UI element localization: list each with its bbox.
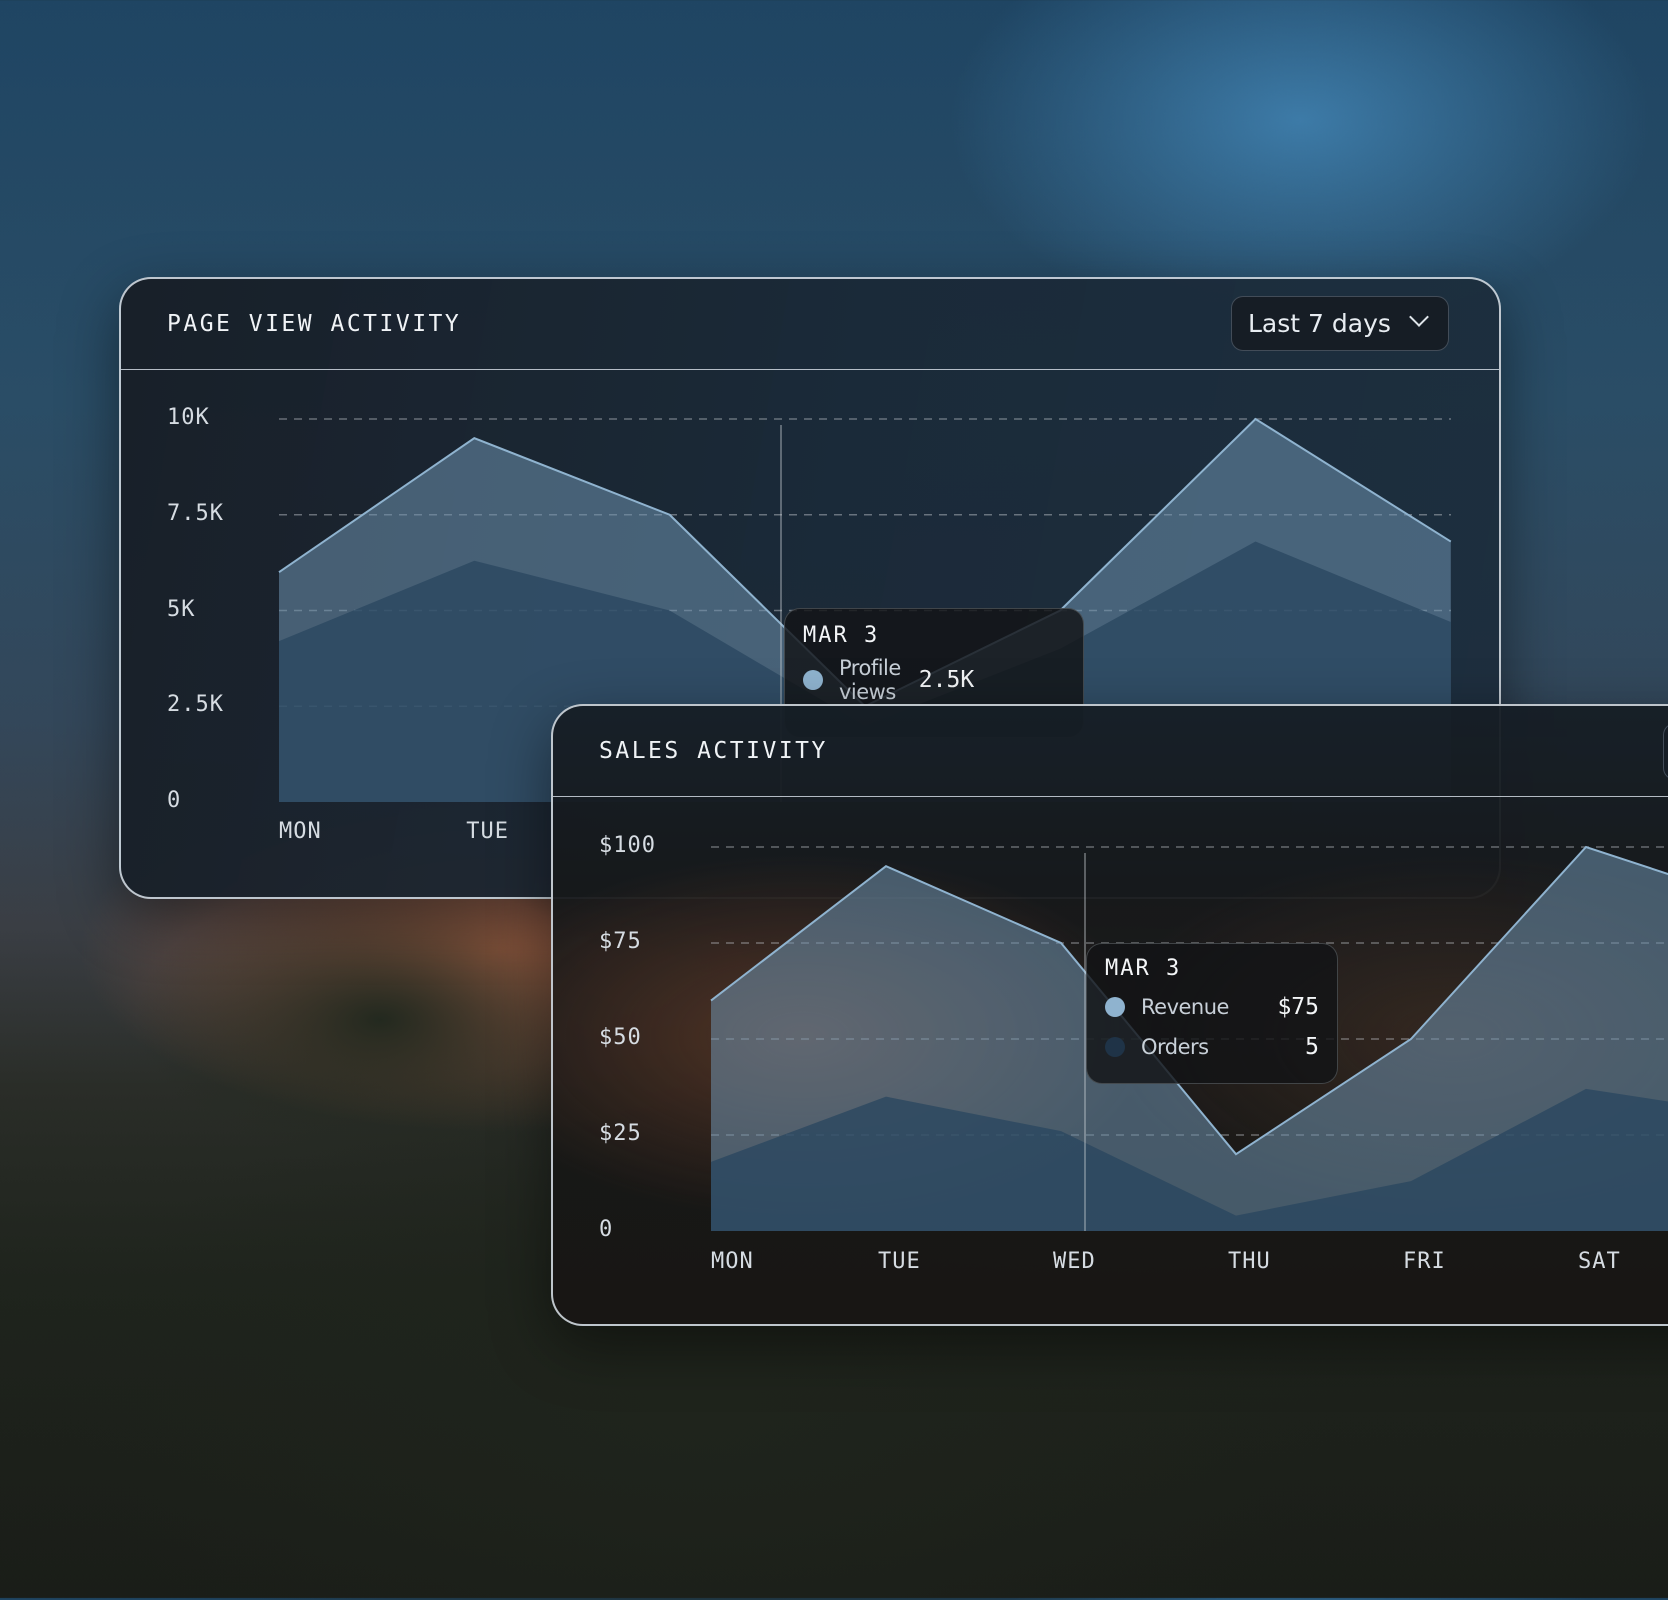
x-tick-label: WED bbox=[1053, 1249, 1096, 1274]
card-title: SALES ACTIVITY bbox=[599, 738, 828, 764]
tooltip-date: MAR 3 bbox=[803, 623, 880, 648]
y-tick-label: $25 bbox=[599, 1121, 642, 1146]
series-dot-icon bbox=[803, 670, 823, 690]
card-title: PAGE VIEW ACTIVITY bbox=[167, 311, 462, 337]
y-tick-label: 0 bbox=[167, 788, 182, 813]
tooltip-date: MAR 3 bbox=[1105, 956, 1182, 981]
x-tick-label: THU bbox=[1228, 1249, 1271, 1274]
y-tick-label: 7.5K bbox=[167, 500, 224, 526]
tooltip-label: Profile views bbox=[839, 656, 901, 704]
y-tick-label: $50 bbox=[599, 1025, 642, 1050]
orders-area bbox=[711, 1088, 1668, 1231]
x-tick-label: SAT bbox=[1578, 1249, 1621, 1274]
chart-tooltip: MAR 3 Revenue $75 Orders 5 bbox=[1086, 943, 1338, 1084]
series-line bbox=[710, 845, 1668, 1156]
tooltip-row-orders: Orders 5 bbox=[1105, 1027, 1319, 1067]
card-header: SALES ACTIVITY bbox=[553, 706, 1668, 797]
y-tick-label: 0 bbox=[599, 1217, 614, 1242]
dropdown-value: Last 7 days bbox=[1248, 309, 1391, 338]
x-tick-label: MON bbox=[711, 1249, 754, 1274]
card-header: PAGE VIEW ACTIVITY Last 7 days bbox=[121, 279, 1499, 370]
y-tick-label: 10K bbox=[167, 405, 210, 430]
tooltip-value: $75 bbox=[1277, 994, 1319, 1020]
y-tick-label: 2.5K bbox=[167, 692, 224, 718]
tooltip-label: Revenue bbox=[1141, 995, 1229, 1019]
y-tick-label: $75 bbox=[599, 929, 642, 954]
series-dot-icon bbox=[1105, 997, 1125, 1017]
sales-activity-card: SALES ACTIVITY $100 $75 $50 $25 0 MON TUE WED TH… bbox=[551, 704, 1668, 1326]
tooltip-label: Orders bbox=[1141, 1035, 1209, 1059]
tooltip-value: 5 bbox=[1305, 1034, 1319, 1060]
series-dot-icon bbox=[1105, 1037, 1125, 1057]
y-tick-label: 5K bbox=[167, 596, 196, 622]
x-tick-label: TUE bbox=[466, 819, 510, 844]
tooltip-value: 2.5K bbox=[918, 667, 975, 693]
x-tick-label: FRI bbox=[1403, 1249, 1446, 1274]
y-tick-label: $100 bbox=[599, 833, 656, 858]
tooltip-row: Profile views 2.5K bbox=[803, 656, 1065, 704]
tooltip-row-revenue: Revenue $75 bbox=[1105, 987, 1319, 1027]
x-tick-label: TUE bbox=[878, 1249, 921, 1274]
x-tick-label: MON bbox=[279, 819, 322, 844]
date-range-dropdown[interactable]: Last 7 days bbox=[1231, 296, 1449, 351]
